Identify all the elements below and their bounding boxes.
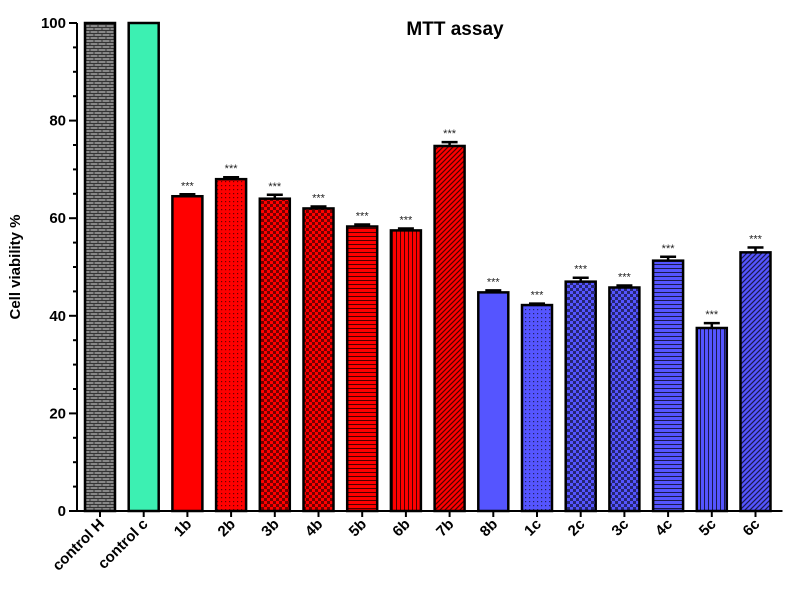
bar-4c (651, 259, 685, 513)
bar-2c (564, 280, 597, 513)
x-tick-label: 5b (346, 516, 370, 540)
error-bar (660, 255, 677, 261)
x-tick-label: 2c (565, 516, 589, 540)
error-bar (703, 321, 720, 328)
error-bar (310, 205, 327, 209)
bar-control-H (83, 21, 117, 513)
x-tick-label: 7b (433, 516, 457, 540)
y-tick-label: 20 (49, 405, 66, 422)
y-tick-label: 100 (41, 15, 66, 32)
bars-layer: *** *** *** *** *** *** *** *** *** *** *** *** *** *… (83, 21, 772, 513)
x-tick-label: 1c (521, 516, 545, 540)
bar-2b (214, 177, 248, 513)
significance-label: *** (399, 214, 413, 226)
error-bar (485, 289, 502, 293)
error-bar (223, 175, 240, 180)
x-tick-label: 6b (389, 516, 413, 540)
bar-4b (302, 207, 335, 513)
bar-5b (345, 225, 379, 513)
error-bar (354, 223, 371, 227)
y-tick-label: 60 (49, 210, 66, 227)
bar-6c (739, 251, 772, 513)
error-bar (266, 193, 283, 199)
y-tick-label: 0 (58, 503, 66, 520)
significance-label: *** (356, 211, 370, 223)
x-tick-label: 8b (477, 516, 501, 540)
significance-label: *** (268, 181, 282, 193)
bar-control-c (127, 21, 160, 513)
error-bar (616, 284, 633, 288)
error-bar (441, 140, 458, 146)
bar-6b (389, 229, 423, 513)
x-tick-label: 5c (696, 516, 720, 540)
y-tick-label: 80 (49, 113, 66, 130)
error-bar (529, 302, 545, 306)
x-tick-label: 4c (652, 516, 676, 540)
significance-label: *** (443, 128, 457, 140)
y-axis-label: Cell viability % (7, 214, 24, 319)
x-tick-label: 6c (740, 516, 764, 540)
significance-label: *** (225, 163, 239, 175)
bar-1c (520, 303, 554, 513)
significance-label: *** (312, 192, 326, 204)
significance-label: *** (574, 264, 588, 276)
y-tick-label: 40 (49, 308, 66, 325)
significance-label: *** (662, 243, 676, 255)
significance-label: *** (705, 309, 719, 321)
x-tick-label: 4b (302, 516, 326, 540)
error-bar (572, 276, 589, 282)
x-tick-label: 3b (258, 516, 282, 540)
x-tick-label: 2b (215, 516, 239, 540)
bar-7b (433, 144, 466, 513)
significance-label: *** (487, 276, 501, 288)
significance-label: *** (618, 272, 632, 284)
bar-5c (695, 326, 729, 513)
chart-title: MTT assay (406, 19, 504, 40)
significance-label: *** (531, 290, 545, 302)
bar-3c (608, 286, 641, 513)
bar-1b (171, 194, 204, 513)
bar-3b (258, 197, 292, 513)
error-bar (747, 246, 764, 253)
error-bar (179, 193, 196, 197)
bar-8b (477, 291, 510, 513)
error-bar (397, 227, 414, 231)
significance-label: *** (181, 180, 195, 192)
significance-label: *** (749, 233, 763, 245)
x-tick-label: 1b (171, 516, 195, 540)
x-tick-label: 3c (608, 516, 632, 540)
